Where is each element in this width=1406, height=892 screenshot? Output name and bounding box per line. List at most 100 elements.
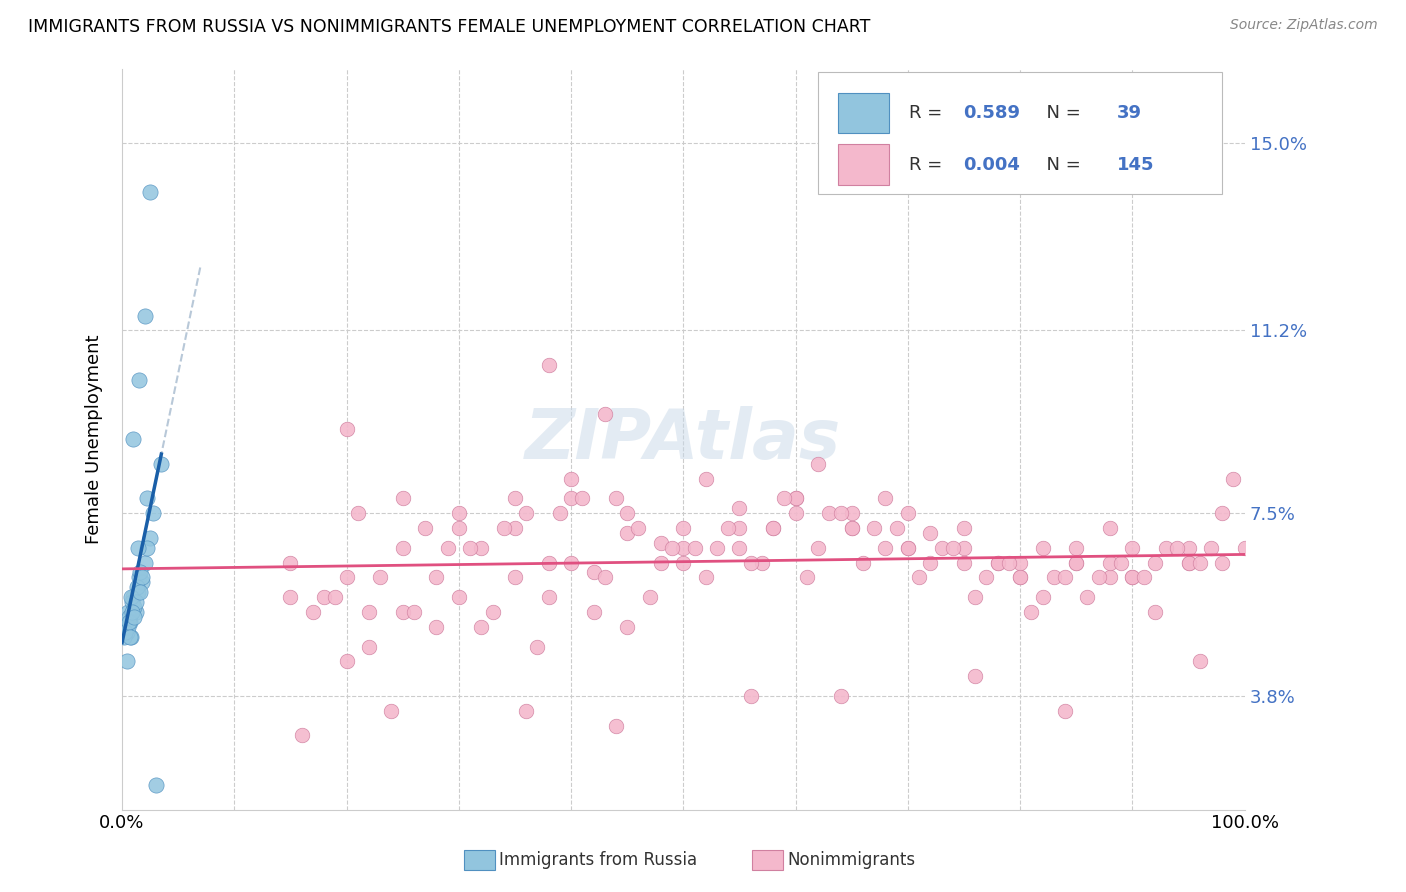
Point [582,566,605,580]
Point [114,620,136,634]
Point [447,506,470,520]
Text: R =: R = [910,104,948,122]
Point [818,506,841,520]
Point [503,521,526,535]
Point [638,590,661,604]
Point [124,595,146,609]
Point [121,605,143,619]
Point [470,541,492,555]
Point [128,570,150,584]
Point [436,541,458,555]
Point [122,432,145,446]
Point [135,541,157,555]
Point [548,506,571,520]
Point [127,585,149,599]
Point [976,570,998,584]
Point [402,605,425,619]
Point [129,585,152,599]
Point [515,704,537,718]
Point [124,610,146,624]
Point [953,521,976,535]
Point [1233,541,1256,555]
Point [830,689,852,703]
Point [841,506,863,520]
Point [1032,541,1054,555]
Point [762,521,785,535]
Point [115,624,138,639]
Point [605,718,627,732]
Point [335,570,357,584]
FancyBboxPatch shape [838,145,889,186]
Point [931,541,953,555]
FancyBboxPatch shape [838,93,889,134]
Point [1098,570,1121,584]
Point [118,610,141,624]
Point [683,541,706,555]
Point [291,728,314,742]
Point [1064,541,1087,555]
Point [121,595,143,609]
Point [1076,590,1098,604]
Point [125,580,148,594]
Point [127,541,149,555]
Point [650,556,672,570]
Point [1098,556,1121,570]
Point [526,640,548,654]
Text: Nonimmigrants: Nonimmigrants [787,851,915,869]
Point [1188,654,1211,668]
Text: IMMIGRANTS FROM RUSSIA VS NONIMMIGRANTS FEMALE UNEMPLOYMENT CORRELATION CHART: IMMIGRANTS FROM RUSSIA VS NONIMMIGRANTS … [28,18,870,36]
Point [112,630,135,644]
Point [560,471,582,485]
Point [1177,541,1199,555]
Point [131,575,153,590]
Point [134,556,156,570]
Point [571,491,593,506]
Text: R =: R = [910,156,948,174]
Point [1064,556,1087,570]
Point [537,358,560,372]
Point [1211,506,1233,520]
Point [807,541,830,555]
Point [560,556,582,570]
Point [650,535,672,549]
Point [150,457,173,471]
Point [672,521,695,535]
Point [1222,471,1244,485]
Point [785,491,807,506]
Point [987,556,1010,570]
Text: 0.589: 0.589 [963,104,1019,122]
Point [357,605,380,619]
Point [120,590,142,604]
Point [117,620,139,634]
Point [447,590,470,604]
Point [115,654,138,668]
Point [118,615,141,629]
Point [537,590,560,604]
Point [841,521,863,535]
Point [706,541,728,555]
Point [807,457,830,471]
Point [1121,541,1143,555]
Point [728,541,751,555]
Point [1188,556,1211,570]
Text: N =: N = [1035,104,1087,122]
Point [302,605,325,619]
Point [1010,570,1032,584]
Point [1032,590,1054,604]
Point [852,556,875,570]
Point [1166,541,1188,555]
Point [998,556,1021,570]
Point [335,654,357,668]
Point [413,521,436,535]
Point [560,491,582,506]
Point [740,556,762,570]
Point [120,630,142,644]
Point [1053,704,1076,718]
Point [447,521,470,535]
Point [717,521,740,535]
Point [1154,541,1177,555]
Point [965,669,987,683]
Point [773,491,796,506]
Point [841,521,863,535]
Point [1177,556,1199,570]
